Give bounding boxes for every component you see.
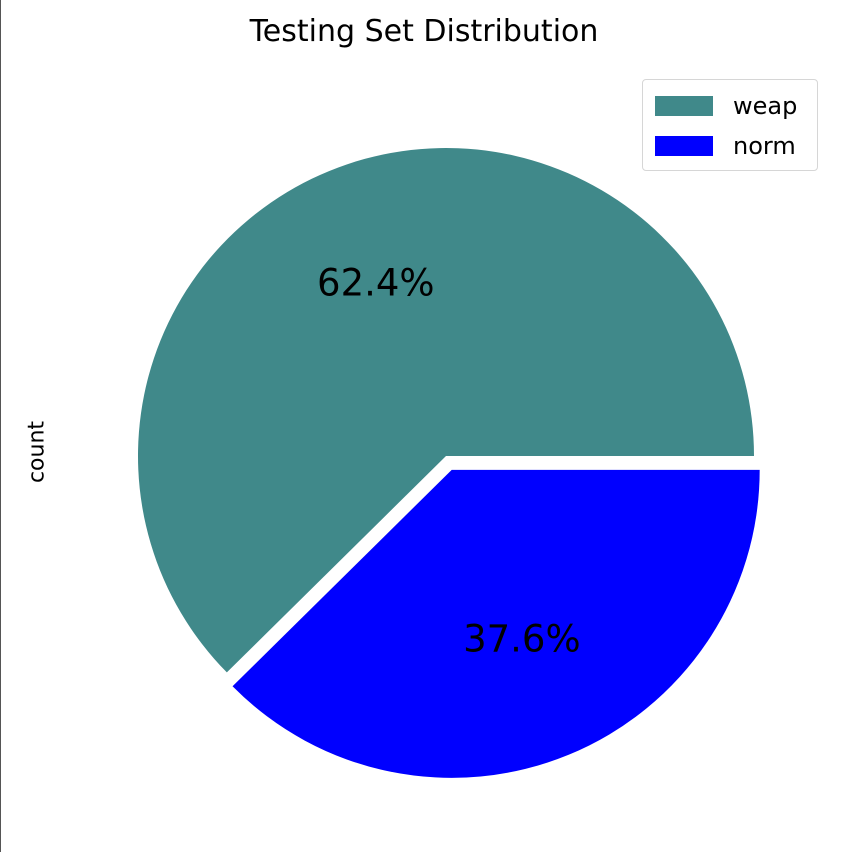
- pie-slice-norm: [232, 469, 760, 778]
- legend-label-weap: weap: [733, 92, 798, 120]
- legend-swatch-weap: [655, 96, 713, 116]
- legend-item-weap: weap: [655, 92, 797, 120]
- slice-label-weap: 62.4%: [317, 262, 435, 305]
- legend-swatch-norm: [655, 136, 713, 156]
- slice-label-norm: 37.6%: [463, 617, 581, 660]
- legend-label-norm: norm: [733, 132, 796, 160]
- legend: weap norm: [642, 79, 818, 171]
- pie-slice-weap: [137, 147, 754, 673]
- chart-title: Testing Set Distribution: [249, 14, 599, 49]
- legend-item-norm: norm: [655, 132, 796, 160]
